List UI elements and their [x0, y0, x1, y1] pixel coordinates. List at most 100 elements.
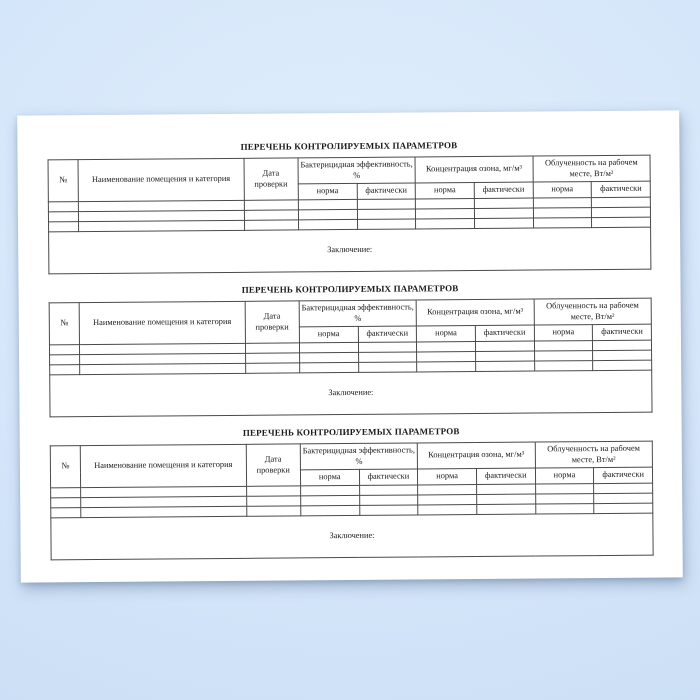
empty-cell: [474, 218, 534, 229]
empty-cell: [298, 199, 357, 210]
col-header-actual: фактически: [357, 325, 417, 343]
empty-cell: [474, 208, 534, 219]
empty-cell: [359, 504, 419, 516]
empty-cell: [417, 494, 477, 505]
empty-cell: [593, 483, 653, 494]
empty-cell: [417, 504, 477, 515]
col-header-actual: фактически: [474, 182, 533, 199]
conclusion-cell: Заключение:: [49, 370, 653, 417]
empty-cell: [591, 197, 651, 208]
empty-cell: [416, 361, 476, 372]
empty-cell: [358, 361, 417, 373]
empty-cell: [359, 484, 418, 496]
empty-cell: [476, 504, 536, 515]
col-header-date: Дата проверки: [245, 443, 301, 487]
empty-cell: [49, 364, 80, 375]
empty-cell: [300, 505, 360, 516]
empty-cell: [592, 340, 652, 351]
col-header-irradiance: Облученность на рабочем месте, Вт/м²: [534, 441, 653, 469]
col-header-norm: норма: [535, 467, 594, 485]
col-header-actual: фактически: [591, 181, 651, 198]
empty-cell: [356, 208, 416, 220]
col-header-ozone: Концентрация озона, мг/м³: [416, 299, 534, 326]
empty-cell: [475, 341, 535, 352]
empty-cell: [415, 218, 475, 229]
col-header-irradiance: Облученность на рабочем месте, Вт/м²: [533, 298, 652, 326]
col-header-actual: фактически: [476, 468, 536, 485]
empty-cell: [245, 342, 300, 354]
empty-cell: [534, 340, 593, 352]
conclusion-row: Заключение:: [50, 513, 654, 560]
table-title: ПЕРЕЧЕНЬ КОНТРОЛИРУЕМЫХ ПАРАМЕТРОВ: [241, 283, 459, 295]
parameters-table-section-2: ПЕРЕЧЕНЬ КОНТРОЛИРУЕМЫХ ПАРАМЕТРОВ № Наи…: [49, 281, 653, 418]
empty-cell: [476, 494, 536, 505]
col-header-bactericidal: Бактерицидная эффективность, %: [300, 442, 418, 470]
table-title: ПЕРЕЧЕНЬ КОНТРОЛИРУЕМЫХ ПАРАМЕТРОВ: [240, 140, 458, 152]
empty-cell: [299, 352, 359, 363]
empty-cell: [535, 503, 595, 515]
empty-cell: [298, 219, 358, 230]
empty-cell: [532, 197, 592, 209]
conclusion-cell: Заключение:: [50, 513, 654, 560]
col-header-number: №: [49, 302, 80, 345]
empty-cell: [49, 344, 80, 355]
empty-cell: [416, 351, 476, 362]
empty-cell: [534, 350, 593, 362]
col-header-actual: фактически: [592, 324, 652, 341]
col-header-bactericidal: Бактерицидная эффективность, %: [297, 156, 416, 184]
col-header-norm: норма: [299, 326, 358, 343]
empty-cell: [417, 484, 477, 495]
empty-cell: [534, 360, 593, 372]
empty-cell: [591, 217, 651, 228]
col-header-room: Наименование помещения и категория: [79, 301, 246, 345]
empty-cell: [244, 219, 299, 231]
conclusion-label: Заключение:: [329, 531, 375, 541]
conclusion-row: Заключение:: [48, 227, 651, 274]
parameters-table-section-3: ПЕРЕЧЕНЬ КОНТРОЛИРУЕМЫХ ПАРАМЕТРОВ № Наи…: [50, 424, 654, 561]
empty-cell: [50, 507, 81, 518]
empty-cell: [244, 199, 299, 211]
empty-cell: [48, 211, 79, 222]
col-header-ozone: Концентрация озона, мг/м³: [417, 442, 536, 469]
col-header-date: Дата проверки: [244, 300, 300, 344]
empty-cell: [415, 208, 475, 219]
empty-cell: [359, 494, 418, 506]
empty-cell: [299, 362, 359, 373]
col-header-number: №: [50, 445, 81, 488]
empty-cell: [358, 351, 417, 363]
col-header-norm: норма: [417, 468, 477, 485]
empty-cell: [245, 352, 300, 364]
empty-cell: [246, 505, 301, 517]
conclusion-cell: Заключение:: [48, 227, 651, 274]
parameters-table-section-1: ПЕРЕЧЕНЬ КОНТРОЛИРУЕМЫХ ПАРАМЕТРОВ № Наи…: [47, 138, 651, 275]
col-header-number: №: [48, 159, 79, 202]
parameters-table: № Наименование помещения и категория Дат…: [50, 441, 654, 561]
col-header-norm: норма: [300, 469, 360, 486]
col-header-actual: фактически: [358, 468, 418, 486]
empty-cell: [50, 487, 81, 498]
empty-cell: [298, 209, 358, 220]
empty-cell: [244, 209, 299, 221]
empty-cell: [50, 497, 81, 508]
col-header-norm: норма: [415, 182, 475, 199]
empty-cell: [475, 351, 535, 362]
empty-cell: [592, 350, 652, 361]
empty-cell: [299, 342, 359, 353]
conclusion-label: Заключение:: [328, 388, 374, 398]
empty-cell: [415, 198, 475, 209]
col-header-room: Наименование помещения и категория: [78, 158, 245, 202]
col-header-date: Дата проверки: [243, 157, 299, 201]
col-header-ozone: Концентрация озона, мг/м³: [415, 156, 533, 183]
col-header-actual: фактически: [356, 182, 416, 200]
empty-cell: [476, 484, 536, 495]
empty-cell: [246, 495, 301, 507]
col-header-actual: фактически: [475, 325, 535, 342]
table-title: ПЕРЕЧЕНЬ КОНТРОЛИРУЕМЫХ ПАРАМЕТРОВ: [242, 426, 460, 438]
col-header-norm: норма: [298, 183, 357, 200]
col-header-actual: фактически: [593, 467, 653, 484]
empty-cell: [245, 362, 300, 374]
empty-cell: [532, 207, 592, 219]
empty-cell: [535, 493, 595, 505]
empty-cell: [591, 207, 651, 218]
empty-cell: [300, 495, 360, 506]
